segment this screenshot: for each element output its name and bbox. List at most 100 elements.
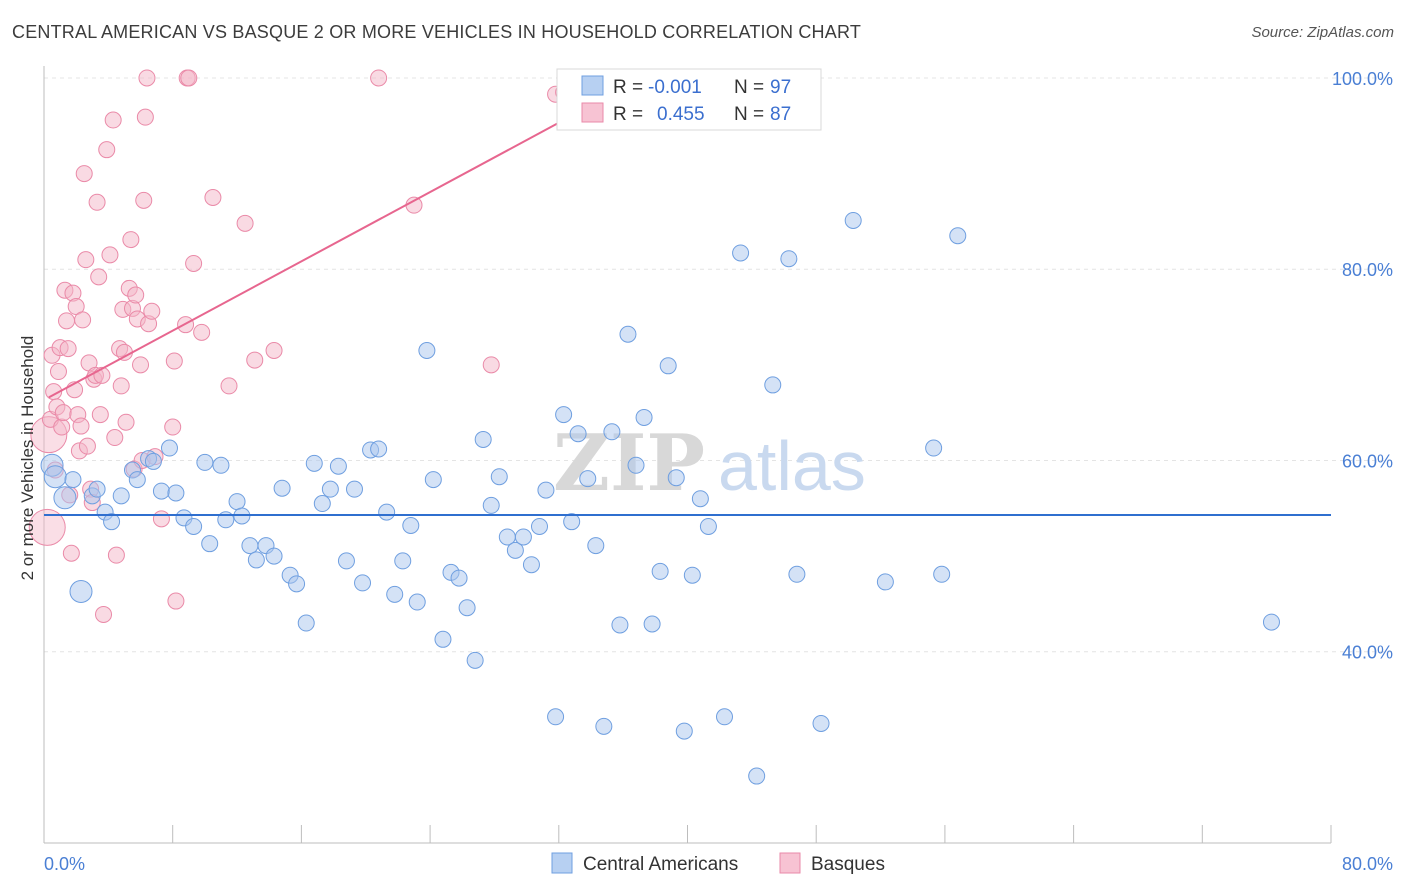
- basque-point: [164, 418, 182, 436]
- x-tick-label: 0.0%: [44, 854, 85, 874]
- central-american-point: [603, 423, 621, 441]
- basque-point: [152, 510, 170, 528]
- central-american-point: [128, 471, 146, 489]
- x-tick-labels: 0.0% 80.0%: [44, 854, 1393, 874]
- central-american-point: [732, 244, 750, 262]
- central-american-point: [1262, 613, 1280, 631]
- basque-point: [107, 546, 125, 564]
- central-american-point: [297, 614, 315, 632]
- central-american-point: [288, 575, 306, 593]
- series-legend: Central Americans Basques: [551, 852, 885, 875]
- basque-point: [135, 191, 153, 209]
- basque-point: [204, 188, 222, 206]
- legend-r-value: 0.455: [657, 104, 705, 125]
- basque-point: [78, 437, 96, 455]
- central-american-point: [53, 486, 77, 510]
- trend-lines: [44, 74, 1331, 516]
- x-tick-label: 80.0%: [1342, 854, 1393, 874]
- central-american-point: [212, 456, 230, 474]
- central-american-point: [69, 579, 93, 603]
- central-american-point: [112, 487, 130, 505]
- legend-swatch-basque: [581, 102, 604, 123]
- central-american-point: [378, 503, 396, 521]
- central-american-point: [321, 480, 339, 498]
- central-american-point: [408, 593, 426, 611]
- basque-point: [54, 404, 72, 422]
- central-american-point: [458, 599, 476, 617]
- central-american-point: [716, 708, 734, 726]
- central-american-point: [103, 513, 121, 531]
- central-american-point: [925, 439, 943, 457]
- y-tick-label: 100.0%: [1332, 69, 1393, 89]
- central-american-point: [675, 722, 693, 740]
- central-american-point: [305, 454, 323, 472]
- central-american-point: [185, 517, 203, 535]
- basque-point: [185, 254, 203, 272]
- central-american-point: [514, 528, 532, 546]
- basque-point: [482, 356, 500, 374]
- central-american-point: [667, 469, 685, 487]
- basque-point: [117, 413, 135, 431]
- central-american-point: [651, 562, 669, 580]
- basque-trend-line: [48, 74, 648, 399]
- central-american-point: [506, 541, 524, 559]
- axes: [43, 66, 1332, 844]
- central-american-point: [196, 453, 214, 471]
- legend-label-basque: Basques: [811, 854, 885, 875]
- central-american-point: [43, 465, 67, 489]
- central-american-point: [337, 552, 355, 570]
- legend-n-value: 87: [770, 104, 791, 125]
- central-american-point: [643, 615, 661, 633]
- central-american-point: [788, 565, 806, 583]
- central-american-point: [683, 566, 701, 584]
- central-american-point: [635, 408, 653, 426]
- basque-point: [101, 246, 119, 264]
- central-american-point: [247, 551, 265, 569]
- central-american-point: [627, 456, 645, 474]
- central-american-point: [555, 406, 573, 424]
- central-american-point: [569, 425, 587, 443]
- basque-point: [58, 312, 76, 330]
- chart-title: CENTRAL AMERICAN VS BASQUE 2 OR MORE VEH…: [12, 22, 862, 42]
- central-american-point: [949, 227, 967, 245]
- basque-point: [88, 193, 106, 211]
- central-american-point: [64, 471, 82, 489]
- central-american-point: [418, 342, 436, 360]
- central-american-point: [587, 537, 605, 555]
- central-american-point: [780, 250, 798, 268]
- basque-point: [246, 351, 264, 369]
- central-american-point: [659, 357, 677, 375]
- basque-point: [167, 592, 185, 610]
- y-tick-labels: 40.0% 60.0% 80.0% 100.0%: [1332, 69, 1393, 663]
- basque-point: [106, 429, 124, 447]
- central-american-point: [933, 565, 951, 583]
- basque-point: [62, 544, 80, 562]
- central-american-point: [402, 517, 420, 535]
- basque-point: [405, 196, 423, 214]
- central-american-point: [434, 630, 452, 648]
- basque-point: [90, 268, 108, 286]
- central-american-point: [167, 484, 185, 502]
- basque-point: [370, 69, 388, 87]
- y-tick-label: 80.0%: [1342, 260, 1393, 280]
- central-american-point: [844, 211, 862, 229]
- central-american-point: [748, 767, 766, 785]
- legend-swatch-basque: [779, 852, 801, 874]
- legend-r-value: -0.001: [648, 77, 702, 98]
- basque-point: [98, 141, 116, 159]
- central-american-point: [563, 513, 581, 531]
- central-american-point: [386, 585, 404, 603]
- central-american-point: [201, 535, 219, 553]
- central-american-point: [611, 616, 629, 634]
- legend-swatch-central: [581, 75, 604, 96]
- central-american-point: [329, 457, 347, 475]
- central-american-point: [547, 708, 565, 726]
- central-american-point: [474, 430, 492, 448]
- source-credit: Source: ZipAtlas.com: [1251, 24, 1394, 41]
- basque-point: [49, 363, 67, 381]
- basque-point: [74, 311, 92, 329]
- central-american-point: [450, 569, 468, 587]
- central-american-point: [812, 714, 830, 732]
- basque-point: [143, 302, 161, 320]
- y-tick-label: 60.0%: [1342, 451, 1393, 471]
